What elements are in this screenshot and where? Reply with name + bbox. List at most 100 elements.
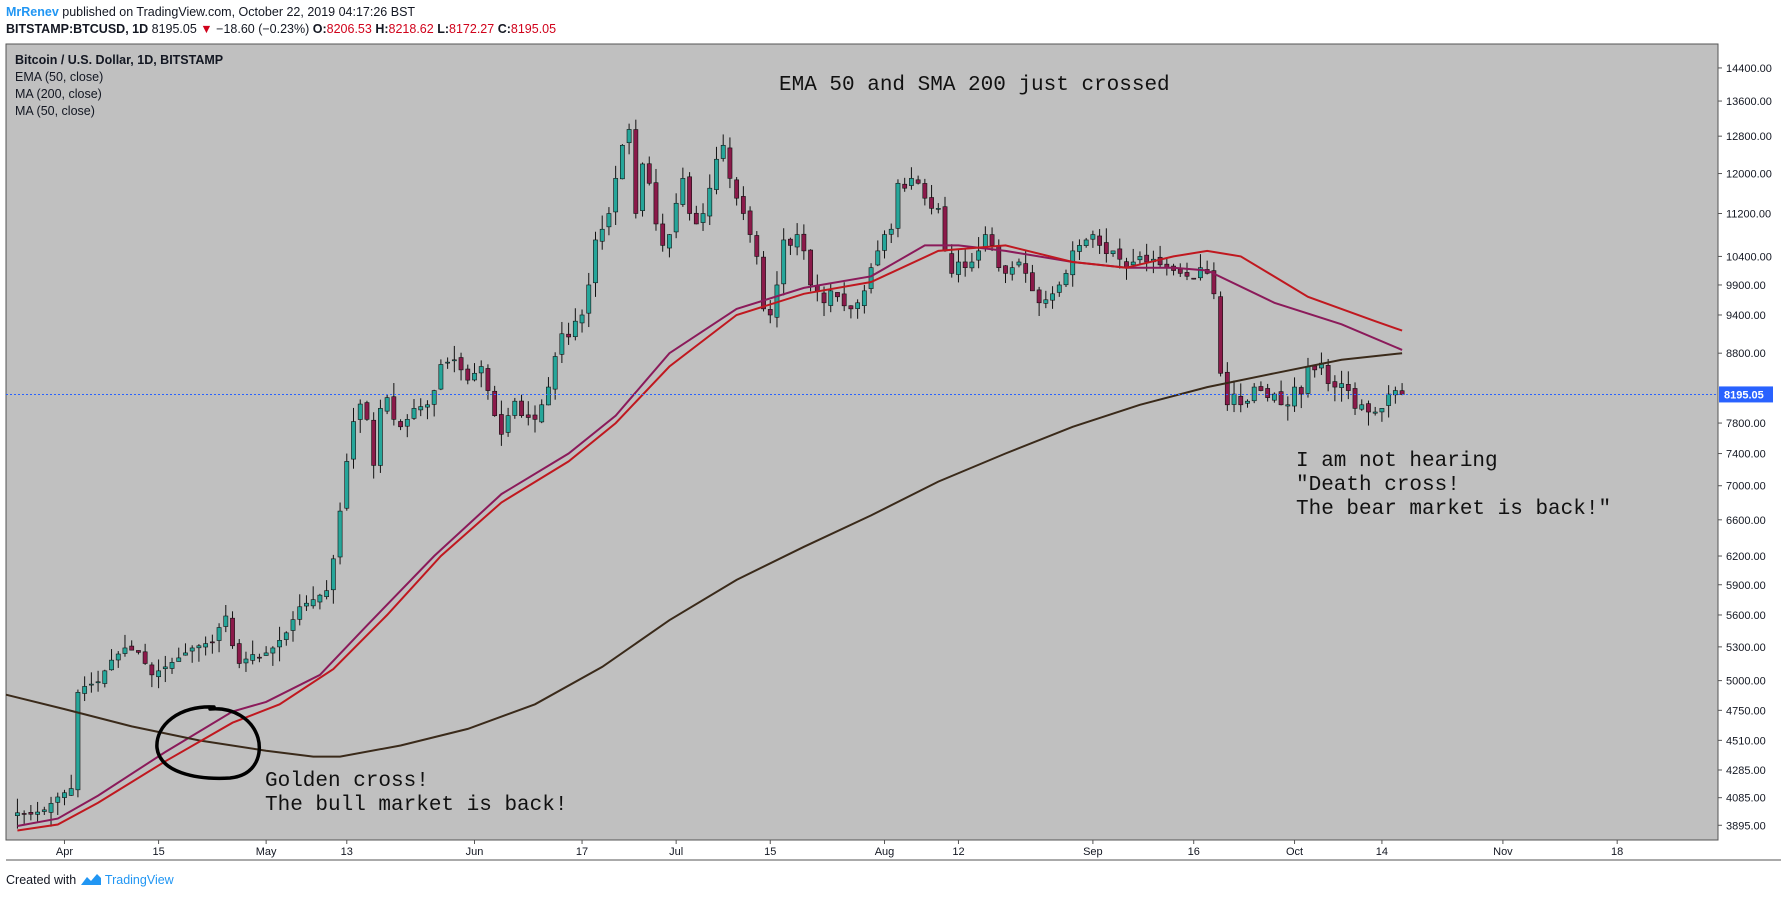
candle[interactable] <box>351 407 356 469</box>
candle[interactable] <box>1023 250 1029 283</box>
candle[interactable] <box>1372 406 1378 416</box>
candle[interactable] <box>88 672 94 693</box>
candle[interactable] <box>935 203 941 214</box>
candle[interactable] <box>687 172 692 221</box>
annotation-bear-market[interactable]: The bear market is back!" <box>1296 498 1611 521</box>
candle[interactable] <box>1184 262 1190 281</box>
candle[interactable] <box>176 647 182 662</box>
candle[interactable] <box>693 205 699 225</box>
candle[interactable] <box>445 357 450 369</box>
candle[interactable] <box>499 400 504 446</box>
candle[interactable] <box>378 399 383 473</box>
candle[interactable] <box>1103 228 1109 263</box>
ema50-line[interactable] <box>17 244 1403 827</box>
candle[interactable] <box>1379 408 1385 422</box>
candle[interactable] <box>626 123 632 155</box>
candle[interactable] <box>680 167 686 207</box>
candle[interactable] <box>236 639 242 669</box>
candle[interactable] <box>828 282 834 313</box>
candle[interactable] <box>465 364 471 385</box>
candle[interactable] <box>512 397 518 419</box>
candle[interactable] <box>115 651 121 668</box>
candle[interactable] <box>976 237 982 269</box>
candle[interactable] <box>418 398 424 417</box>
ma50-line[interactable] <box>17 244 1403 832</box>
plot-area[interactable] <box>5 43 1719 841</box>
candle[interactable] <box>223 605 229 633</box>
candle[interactable] <box>35 801 40 823</box>
candle[interactable] <box>962 248 968 277</box>
candle[interactable] <box>21 810 27 824</box>
annotation-death-cross[interactable]: "Death cross! <box>1296 474 1460 497</box>
candle[interactable] <box>438 359 444 391</box>
candle[interactable] <box>1359 399 1365 411</box>
candle[interactable] <box>734 177 740 206</box>
candle[interactable] <box>425 400 430 420</box>
candle[interactable] <box>270 646 276 666</box>
y-axis-area[interactable] <box>1719 44 1781 860</box>
candle[interactable] <box>196 644 202 662</box>
candle[interactable] <box>1386 385 1392 418</box>
candle[interactable] <box>324 580 330 600</box>
candle[interactable] <box>505 407 511 437</box>
candle[interactable] <box>1285 396 1291 421</box>
candle[interactable] <box>492 385 498 417</box>
candle[interactable] <box>875 240 881 267</box>
candle[interactable] <box>902 177 908 192</box>
candle[interactable] <box>250 640 256 665</box>
candle[interactable] <box>203 636 209 656</box>
candle[interactable] <box>317 593 323 610</box>
candle[interactable] <box>1191 277 1197 280</box>
candle[interactable] <box>1110 250 1116 257</box>
candle[interactable] <box>216 623 222 653</box>
candle[interactable] <box>707 174 713 226</box>
candle[interactable] <box>1003 265 1008 284</box>
candle[interactable] <box>1056 281 1062 297</box>
candle[interactable] <box>559 321 565 364</box>
annotation-not-hearing[interactable]: I am not hearing <box>1296 450 1498 473</box>
candle[interactable] <box>1251 383 1257 404</box>
tradingview-brand-link[interactable]: TradingView <box>104 873 174 887</box>
candle[interactable] <box>1224 362 1230 411</box>
candle[interactable] <box>1366 400 1371 426</box>
candle[interactable] <box>156 659 161 689</box>
candle[interactable] <box>633 119 639 219</box>
candle[interactable] <box>929 184 934 215</box>
candle[interactable] <box>337 502 343 565</box>
candle[interactable] <box>895 179 901 238</box>
candle[interactable] <box>75 689 81 798</box>
candle[interactable] <box>129 640 135 651</box>
candle[interactable] <box>1245 399 1250 408</box>
candle[interactable] <box>15 798 20 829</box>
candle[interactable] <box>384 394 390 415</box>
candle[interactable] <box>310 586 316 609</box>
candle[interactable] <box>162 655 168 683</box>
candle[interactable] <box>969 252 975 272</box>
x-axis-area[interactable] <box>6 841 1718 860</box>
candle[interactable] <box>761 251 766 312</box>
candle[interactable] <box>599 215 605 250</box>
candle[interactable] <box>391 383 397 426</box>
candle[interactable] <box>364 400 370 421</box>
candle[interactable] <box>613 165 619 226</box>
candle[interactable] <box>868 263 874 294</box>
candle[interactable] <box>740 186 746 221</box>
candle[interactable] <box>660 213 666 252</box>
candle[interactable] <box>1265 383 1271 402</box>
candle[interactable] <box>398 419 403 431</box>
candle[interactable] <box>1097 229 1102 254</box>
candle[interactable] <box>1009 261 1015 281</box>
candle[interactable] <box>909 167 914 190</box>
candle[interactable] <box>922 178 928 206</box>
candle[interactable] <box>835 292 840 302</box>
candle[interactable] <box>209 634 215 654</box>
candle[interactable] <box>41 806 47 815</box>
candle[interactable] <box>788 237 793 255</box>
candle[interactable] <box>539 399 545 424</box>
candle[interactable] <box>243 651 249 672</box>
candle[interactable] <box>653 168 659 231</box>
candle[interactable] <box>667 234 672 258</box>
candle[interactable] <box>55 792 61 815</box>
candle[interactable] <box>344 453 350 511</box>
